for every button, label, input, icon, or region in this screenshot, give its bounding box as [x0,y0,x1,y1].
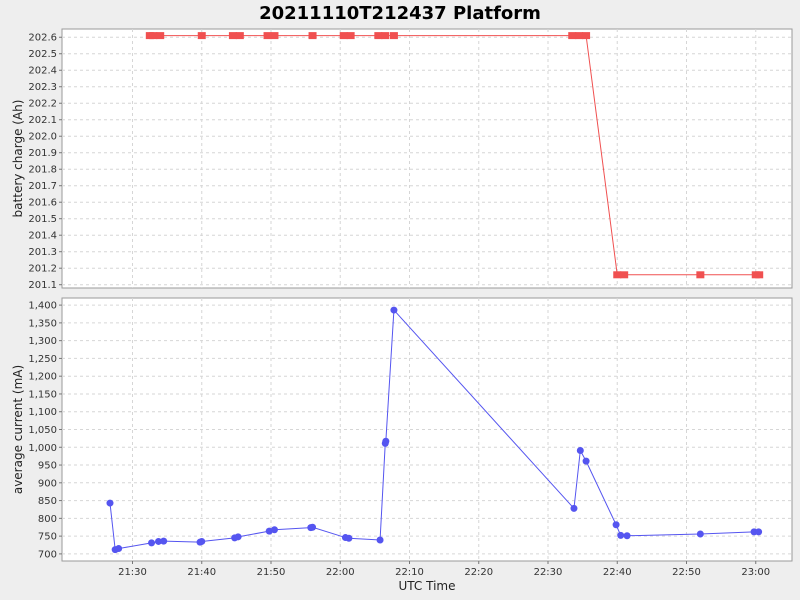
x-axis-label: UTC Time [399,579,456,593]
data-point [696,271,705,279]
data-point [374,32,383,40]
data-point [198,537,206,545]
data-point [620,271,629,279]
y-tick-label: 202.3 [28,82,57,93]
x-tick-label: 22:20 [464,567,493,578]
x-tick-label: 22:10 [395,567,424,578]
data-point [376,536,384,544]
x-tick-label: 21:40 [187,567,216,578]
data-point [346,32,355,40]
data-point [575,32,584,40]
data-point [755,271,764,279]
x-tick-label: 21:30 [118,567,147,578]
data-point [228,32,237,40]
data-point [270,526,278,534]
panel-2: 700 750 800 850 900 950 1,000 1,050 1,100 1,150 1,… [11,297,793,578]
data-point [755,528,763,536]
x-tick-label: 21:50 [257,567,286,578]
y-tick-label: 750 [38,532,57,543]
data-point [381,32,390,40]
y-tick-label: 202.6 [28,33,57,44]
data-point [309,523,317,531]
data-point [612,521,620,529]
data-point [613,271,622,279]
y-tick-label: 202.5 [28,49,57,60]
data-point [389,32,398,40]
y-tick-label: 201.4 [28,231,57,242]
y-tick-label: 202.0 [28,132,57,143]
y-tick-label: 202.2 [28,99,57,110]
data-point [582,32,591,40]
y-tick-label: 1,000 [28,443,57,454]
data-point [308,32,317,40]
data-point [617,531,625,539]
x-tick-label: 22:30 [534,567,563,578]
data-point [235,32,244,40]
data-point [270,32,279,40]
data-point [582,457,590,465]
data-point [390,306,398,314]
y-tick-label: 1,150 [28,389,57,400]
data-point [149,32,158,40]
y-tick-label: 201.1 [28,280,57,291]
x-tick-label: 22:40 [603,567,632,578]
data-point [106,499,114,507]
data-point [382,437,390,445]
y-tick-label: 201.3 [28,247,57,258]
data-point [234,533,242,541]
y-tick-label: 700 [38,549,57,560]
y-tick-label: 1,050 [28,425,57,436]
data-point [570,504,578,512]
data-point [568,32,577,40]
panel-1: 201.1 201.2 201.3 201.4 201.5 201.6 201.7 201.8… [11,28,793,291]
y-tick-label: 1,100 [28,407,57,418]
y-tick-label: 201.6 [28,198,57,209]
y-tick-label: 1,250 [28,354,57,365]
y-tick-label: 800 [38,514,57,525]
data-point [345,534,353,542]
x-tick-label: 22:00 [326,567,355,578]
data-point [156,32,165,40]
data-point [696,530,704,538]
data-point [197,32,206,40]
y-tick-label: 202.1 [28,115,57,126]
x-tick-label: 23:00 [741,567,770,578]
y-tick-label: 201.5 [28,214,57,225]
data-point [339,32,348,40]
y-tick-label: 201.7 [28,181,57,192]
y-tick-label: 201.8 [28,165,57,176]
chart-title: 20211110T212437 Platform [259,3,541,24]
data-point [115,545,123,553]
y-tick-label: 202.4 [28,66,57,77]
y-tick-label: 201.2 [28,264,57,275]
data-point [154,537,162,545]
y-tick-label: 1,350 [28,318,57,329]
plot-panels: 201.1 201.2 201.3 201.4 201.5 201.6 201.7 201.8… [11,28,793,578]
data-point [623,532,631,540]
y-tick-label: 1,400 [28,301,57,312]
data-point [263,32,272,40]
y-axis-label: battery charge (Ah) [11,100,25,218]
x-tick-label: 22:50 [672,567,701,578]
y-axis-label: average current (mA) [11,365,25,494]
plot-area [61,28,793,289]
y-tick-label: 950 [38,461,57,472]
y-tick-label: 900 [38,478,57,489]
y-tick-label: 850 [38,496,57,507]
y-tick-label: 1,300 [28,336,57,347]
data-point [148,539,156,547]
y-tick-label: 1,200 [28,372,57,383]
data-point [160,537,168,545]
data-point [576,446,584,454]
y-tick-label: 201.9 [28,148,57,159]
